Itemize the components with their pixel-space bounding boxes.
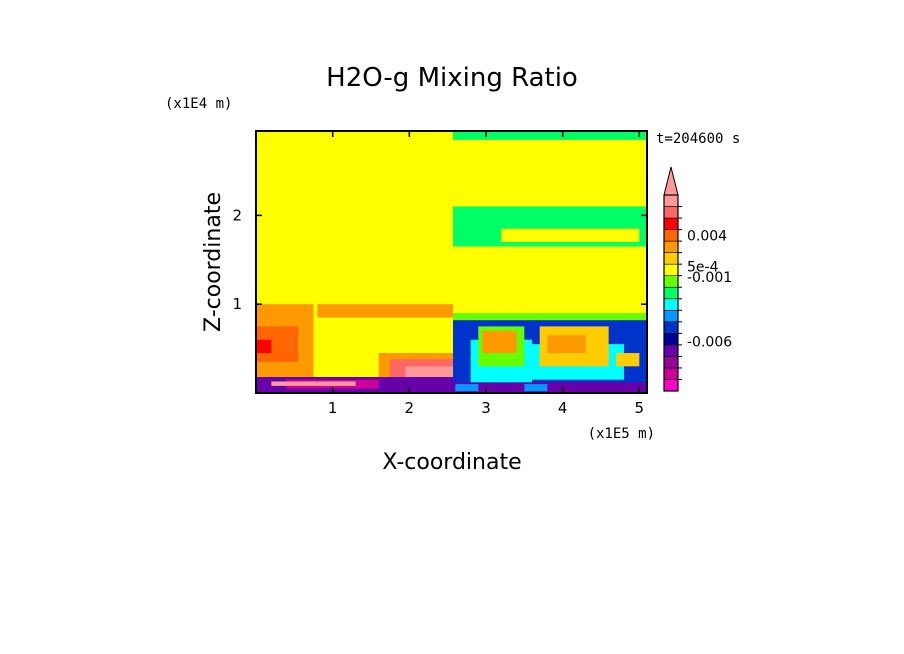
- contour-region: [524, 384, 548, 392]
- colorbar-swatch: [663, 217, 679, 230]
- contour-region: [256, 339, 272, 354]
- contour-region: [317, 304, 454, 318]
- colorbar-swatch: [663, 286, 679, 300]
- x-tick-label: 4: [558, 399, 568, 417]
- colorbar-arrow: [663, 166, 679, 196]
- contour-region: [463, 210, 647, 220]
- contour-region: [453, 139, 647, 207]
- colorbar-swatch: [663, 333, 679, 346]
- x-tick-label: 1: [328, 399, 338, 417]
- contour-region: [455, 384, 479, 392]
- contour-region: [482, 330, 517, 354]
- y-multiplier-label: (x1E4 m): [165, 96, 232, 112]
- colorbar-swatch: [663, 309, 679, 323]
- colorbar-swatch: [663, 229, 679, 242]
- time-label: t=204600 s: [656, 131, 740, 147]
- contour-region: [271, 381, 356, 386]
- colorbar-label: 0.004: [687, 228, 727, 244]
- y-tick-label: 1: [232, 295, 242, 313]
- contour-field: [256, 131, 647, 393]
- contour-region: [405, 366, 454, 378]
- colorbar-frame: [663, 194, 679, 392]
- colorbar-swatch: [663, 367, 679, 380]
- colorbar-swatch: [663, 275, 679, 288]
- x-tick-label: 2: [405, 399, 415, 417]
- contour-region: [501, 228, 640, 243]
- x-tick-label: 5: [635, 399, 645, 417]
- contour-region: [547, 335, 586, 354]
- colorbar-swatch: [663, 379, 679, 392]
- x-axis-label: X-coordinate: [382, 450, 521, 475]
- colorbar: 0.004 5e-4-0.001 -0.006: [663, 166, 732, 392]
- colorbar-swatch: [663, 252, 679, 265]
- chart-title: H2O-g Mixing Ratio: [326, 63, 578, 93]
- colorbar-swatch: [663, 263, 679, 277]
- contour-region: [453, 246, 647, 321]
- contour-region: [453, 382, 647, 393]
- colorbar-swatch: [663, 356, 679, 369]
- contour-region: [616, 353, 640, 367]
- contour-region: [453, 313, 647, 321]
- y-tick-label: 2: [232, 206, 242, 224]
- colorbar-label: -0.001: [687, 270, 732, 286]
- colorbar-swatch: [663, 194, 679, 207]
- colorbar-label: -0.006: [687, 334, 732, 350]
- plot-frame: [255, 130, 648, 394]
- colorbar-swatch: [663, 206, 679, 219]
- colorbar-swatch: [663, 298, 679, 311]
- x-tick-label: 3: [481, 399, 491, 417]
- colorbar-swatch: [663, 344, 679, 357]
- colorbar-label: 5e-4: [687, 259, 719, 275]
- colorbar-swatch: [663, 321, 679, 334]
- y-axis-label: Z-coordinate: [201, 192, 226, 332]
- x-multiplier-label: (x1E5 m): [588, 426, 655, 442]
- colorbar-swatch: [663, 240, 679, 253]
